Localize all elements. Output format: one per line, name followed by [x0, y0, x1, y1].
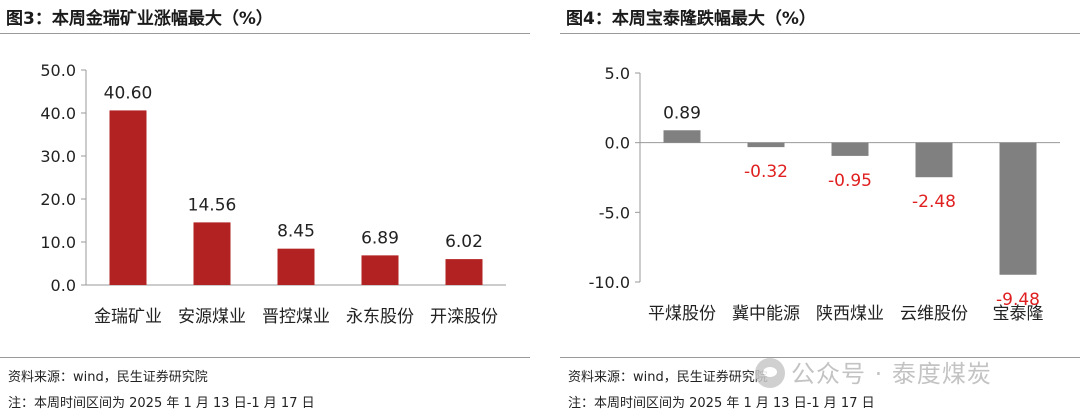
right-chart-title: 图4：本周宝泰隆跌幅最大（%） [566, 9, 816, 29]
left-title-divider [0, 33, 530, 34]
losers-bar-chart: -10.0 -5.0 0.0 5.0 0.89 平煤股份 -0.32 冀中能源 -0.95 陕西煤… [589, 64, 1060, 324]
bar [747, 142, 785, 148]
right-period-note: 注：本周时间区间为 2025 年 1 月 13 日-1 月 17 日 [568, 396, 875, 411]
left-chart-title: 图3：本周金瑞矿业涨幅最大（%） [6, 9, 273, 29]
data-label: 6.89 [361, 228, 399, 248]
left-source-note: 资料来源：wind，民生证券研究院 [8, 370, 208, 385]
bar [831, 142, 869, 156]
category-label: 冀中能源 [732, 304, 800, 324]
bar [109, 110, 147, 285]
data-label: -9.48 [996, 290, 1040, 310]
watermark: 公众号 · 泰度煤炭 [755, 354, 992, 390]
y-tick-label: -10.0 [589, 273, 630, 292]
y-tick-label: 0.0 [51, 276, 76, 295]
category-label: 云维股份 [900, 304, 968, 324]
data-label: 14.56 [188, 195, 237, 215]
data-label: 40.60 [104, 83, 153, 103]
data-label: -0.32 [744, 162, 788, 182]
category-label: 陕西煤业 [816, 304, 884, 324]
bar [193, 222, 231, 285]
category-label: 金瑞矿业 [94, 307, 162, 327]
category-label: 宝泰隆 [993, 304, 1044, 324]
category-label: 晋控煤业 [262, 307, 330, 327]
y-tick-label: 50.0 [40, 61, 76, 80]
category-label: 永东股份 [346, 307, 414, 327]
data-label: 0.89 [663, 103, 701, 123]
data-label: -0.95 [828, 171, 872, 191]
bar [999, 142, 1037, 275]
y-tick-label: 0.0 [605, 134, 630, 153]
category-label: 安源煤业 [178, 307, 246, 327]
y-tick-label: -5.0 [599, 203, 630, 222]
left-period-note: 注：本周时间区间为 2025 年 1 月 13 日-1 月 17 日 [8, 396, 315, 411]
data-label: 8.45 [277, 222, 315, 242]
bar [445, 259, 483, 285]
wechat-icon [755, 358, 785, 388]
right-title-divider [560, 33, 1080, 34]
gainers-panel: 图3：本周金瑞矿业涨幅最大（%） 0.0 10.0 20.0 30.0 40.0 50.0… [0, 0, 530, 419]
bar [361, 255, 399, 285]
bar [663, 130, 701, 143]
right-footer-divider [560, 357, 1080, 358]
y-tick-label: 40.0 [40, 104, 76, 123]
watermark-text: 公众号 · 泰度煤炭 [791, 360, 992, 388]
y-tick-label: 30.0 [40, 147, 76, 166]
category-label: 开滦股份 [430, 307, 498, 327]
bar [277, 248, 315, 285]
category-label: 平煤股份 [648, 304, 716, 324]
y-tick-label: 20.0 [40, 190, 76, 209]
losers-panel: 图4：本周宝泰隆跌幅最大（%） -10.0 -5.0 0.0 5.0 0.89 平煤股份 -… [560, 0, 1080, 419]
bar [915, 142, 953, 178]
data-label: 6.02 [445, 232, 483, 252]
y-tick-label: 5.0 [605, 64, 630, 83]
data-label: -2.48 [912, 192, 956, 212]
gainers-bar-chart: 0.0 10.0 20.0 30.0 40.0 50.0 40.60 金瑞矿业 14.56 安源煤… [40, 61, 506, 327]
right-source-note: 资料来源：wind，民生证券研究院 [568, 370, 768, 385]
left-footer-divider [0, 357, 530, 358]
y-tick-label: 10.0 [40, 233, 76, 252]
